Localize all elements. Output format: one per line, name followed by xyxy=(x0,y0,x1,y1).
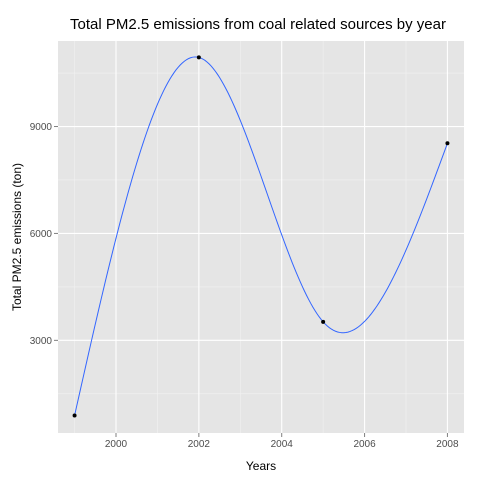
x-axis-title: Years xyxy=(246,459,276,473)
y-axis-ticks: 3000 6000 9000 xyxy=(30,122,58,347)
x-tick-label: 2002 xyxy=(188,439,211,450)
x-tick-label: 2008 xyxy=(436,439,459,450)
data-points xyxy=(72,55,450,418)
data-point xyxy=(445,141,450,146)
x-tick-label: 2004 xyxy=(271,439,294,450)
y-tick-label: 6000 xyxy=(30,229,53,240)
chart-title: Total PM2.5 emissions from coal related … xyxy=(70,16,446,33)
x-axis-ticks: 2000 2002 2004 2006 2008 xyxy=(105,433,459,450)
grid xyxy=(58,41,464,433)
y-tick-label: 9000 xyxy=(30,122,53,133)
data-point xyxy=(321,319,326,324)
y-tick-label: 3000 xyxy=(30,336,53,347)
series-line xyxy=(74,56,448,416)
x-tick-label: 2000 xyxy=(105,439,128,450)
data-point xyxy=(72,413,77,418)
plot-panel xyxy=(58,41,464,433)
data-point xyxy=(196,55,201,60)
x-tick-label: 2006 xyxy=(353,439,376,450)
y-axis-title: Total PM2.5 emissions (ton) xyxy=(10,163,24,311)
